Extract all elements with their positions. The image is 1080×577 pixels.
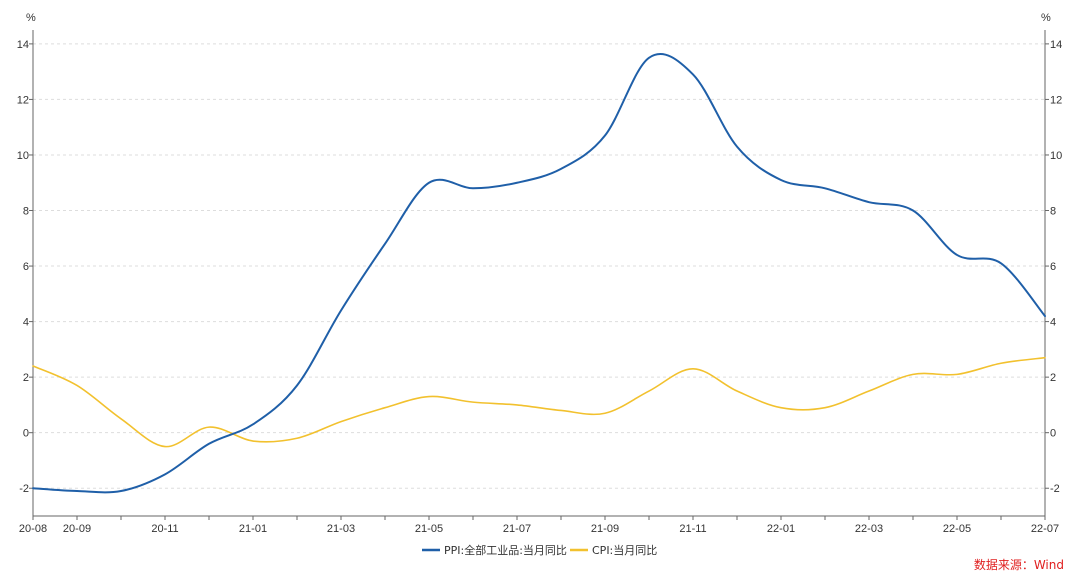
data-source-note: 数据来源：Wind xyxy=(974,557,1064,572)
x-tick-label: 21-05 xyxy=(415,523,443,535)
y-tick-label-left: 6 xyxy=(23,261,29,273)
y-axis-unit-left: % xyxy=(26,12,36,24)
y-tick-label-right: 0 xyxy=(1050,428,1056,440)
y-tick-label-right: 10 xyxy=(1050,150,1062,162)
y-tick-label-left: 8 xyxy=(23,206,29,218)
y-tick-label-left: 12 xyxy=(17,94,29,106)
y-tick-label-left: 4 xyxy=(23,317,29,329)
x-tick-label: 20-08 xyxy=(19,523,47,535)
y-axis-unit-right: % xyxy=(1041,12,1051,24)
x-tick-label: 21-07 xyxy=(503,523,531,535)
grid-lines xyxy=(33,43,1045,489)
series-lines xyxy=(32,53,1046,494)
x-tick-label: 22-03 xyxy=(855,523,883,535)
y-tick-label-right: 14 xyxy=(1050,39,1062,51)
axes: -2 -2 0 0 2 2 4 4 6 6 8 8 10 10 12 12 14 14 20-08 20-09 20-1… xyxy=(17,30,1062,535)
x-tick-label: 22-05 xyxy=(943,523,971,535)
series-line-cpi xyxy=(32,356,1046,448)
x-tick-label: 21-01 xyxy=(239,523,267,535)
y-tick-label-left: 0 xyxy=(23,428,29,440)
x-tick-label: 20-09 xyxy=(63,523,91,535)
x-tick-label: 22-07 xyxy=(1031,523,1059,535)
series-line-ppi xyxy=(32,53,1046,494)
legend: PPI:全部工业品:当月同比 CPI:当月同比 xyxy=(422,543,657,557)
y-tick-label-right: 12 xyxy=(1050,94,1062,106)
y-tick-label-right: 8 xyxy=(1050,206,1056,218)
y-tick-label-left: -2 xyxy=(19,483,29,495)
y-tick-label-left: 2 xyxy=(23,372,29,384)
y-tick-label-right: 6 xyxy=(1050,261,1056,273)
x-tick-label: 20-11 xyxy=(151,523,178,535)
x-tick-label: 21-03 xyxy=(327,523,355,535)
y-tick-label-left: 14 xyxy=(17,39,29,51)
y-tick-label-right: 4 xyxy=(1050,317,1056,329)
y-tick-label-left: 10 xyxy=(17,150,29,162)
x-tick-label: 22-01 xyxy=(767,523,795,535)
x-tick-label: 21-09 xyxy=(591,523,619,535)
legend-label: CPI:当月同比 xyxy=(592,543,657,557)
y-tick-label-right: 2 xyxy=(1050,372,1056,384)
y-tick-label-right: -2 xyxy=(1050,483,1060,495)
x-tick-label: 21-11 xyxy=(679,523,706,535)
legend-label: PPI:全部工业品:当月同比 xyxy=(444,543,567,557)
